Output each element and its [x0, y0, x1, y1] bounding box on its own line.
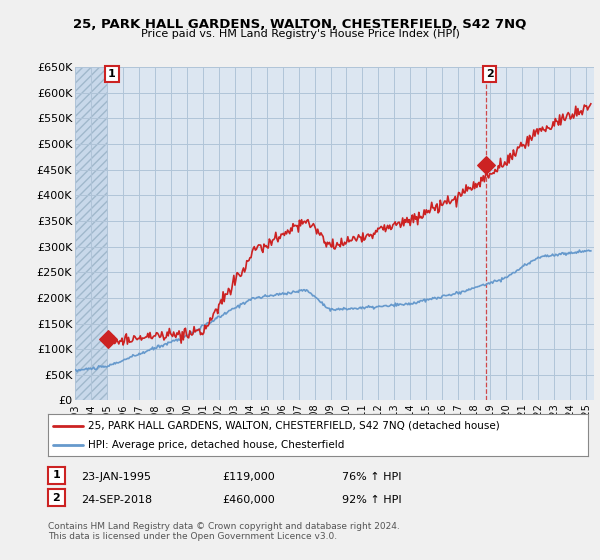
Text: £460,000: £460,000 — [222, 494, 275, 505]
Bar — [75, 67, 108, 400]
Text: 25, PARK HALL GARDENS, WALTON, CHESTERFIELD, S42 7NQ: 25, PARK HALL GARDENS, WALTON, CHESTERFI… — [73, 18, 527, 31]
Text: Price paid vs. HM Land Registry's House Price Index (HPI): Price paid vs. HM Land Registry's House … — [140, 29, 460, 39]
Text: 24-SEP-2018: 24-SEP-2018 — [81, 494, 152, 505]
Text: HPI: Average price, detached house, Chesterfield: HPI: Average price, detached house, Ches… — [89, 440, 345, 450]
Text: Contains HM Land Registry data © Crown copyright and database right 2024.
This d: Contains HM Land Registry data © Crown c… — [48, 522, 400, 542]
Text: 1: 1 — [53, 470, 60, 480]
Point — [103, 335, 113, 344]
Point — [481, 160, 491, 169]
Text: 2: 2 — [53, 493, 60, 503]
Text: 1: 1 — [108, 69, 116, 79]
Text: £119,000: £119,000 — [222, 472, 275, 482]
Text: 92% ↑ HPI: 92% ↑ HPI — [342, 494, 401, 505]
Text: 23-JAN-1995: 23-JAN-1995 — [81, 472, 151, 482]
Text: 25, PARK HALL GARDENS, WALTON, CHESTERFIELD, S42 7NQ (detached house): 25, PARK HALL GARDENS, WALTON, CHESTERFI… — [89, 421, 500, 431]
Text: 2: 2 — [486, 69, 494, 79]
Text: 76% ↑ HPI: 76% ↑ HPI — [342, 472, 401, 482]
